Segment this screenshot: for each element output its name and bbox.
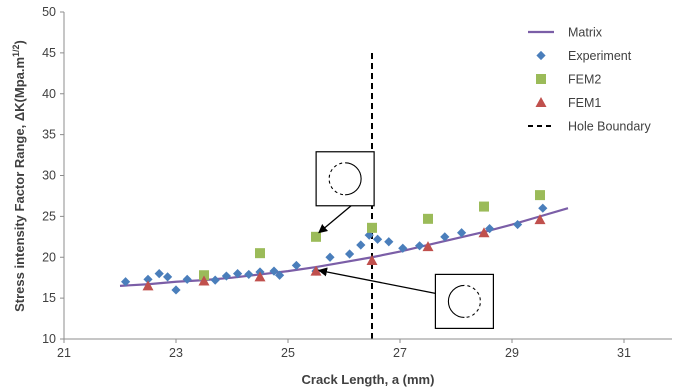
experiment-point xyxy=(356,240,366,250)
y-tick-label: 15 xyxy=(42,291,56,305)
experiment-point xyxy=(440,232,450,242)
legend-swatch xyxy=(535,97,547,107)
experiment-point xyxy=(513,219,523,230)
experiment-point xyxy=(121,277,131,287)
y-tick-label: 30 xyxy=(42,169,56,183)
experiment-point xyxy=(163,272,173,282)
x-tick-label: 29 xyxy=(505,346,519,360)
y-axis-title-main: Stress intensity Factor Range, ΔK(Mpa.m xyxy=(12,57,27,312)
legend-label: Hole Boundary xyxy=(568,120,651,134)
fem2-point xyxy=(367,222,377,233)
experiment-point xyxy=(269,266,279,276)
experiment-point xyxy=(275,270,285,280)
annotation-arrow xyxy=(318,205,352,234)
annotation-box xyxy=(434,273,494,329)
fem1-point xyxy=(422,241,434,252)
annotation-box xyxy=(315,151,375,207)
y-tick-label: 10 xyxy=(42,332,56,346)
y-axis-title-superscript: 1/2 xyxy=(11,44,21,57)
legend-label: FEM2 xyxy=(568,73,601,87)
dashed-arc-mask xyxy=(328,161,346,196)
fem2-point xyxy=(255,248,265,259)
experiment-point xyxy=(384,237,394,247)
fem1-point xyxy=(534,214,546,225)
legend: Matrix Experiment FEM2 FEM1 Hole Boundary xyxy=(528,26,651,134)
legend-entry: Hole Boundary xyxy=(528,120,651,134)
experiment-point xyxy=(325,252,335,262)
y-tick-label: 25 xyxy=(42,209,56,223)
x-tick-label: 21 xyxy=(57,346,71,360)
legend-entry: Experiment xyxy=(536,49,632,63)
fem1-point xyxy=(198,275,210,286)
experiment-point xyxy=(398,243,408,253)
annotation-inset xyxy=(315,151,375,234)
x-tick-label: 27 xyxy=(393,346,407,360)
experiment-point xyxy=(415,241,425,251)
experiment-point xyxy=(538,203,548,213)
experiment-point xyxy=(210,275,220,285)
fem2-point xyxy=(199,270,209,281)
plot-area xyxy=(119,52,569,339)
tick-labels: 10 15 20 25 30 35 40 45 50 21 23 25 27 29 31 xyxy=(42,5,631,360)
experiment-point xyxy=(364,230,374,240)
fem2-point xyxy=(423,213,433,224)
experiment-point xyxy=(182,274,192,284)
y-axis-title-close: ) xyxy=(12,40,27,44)
x-tick-label: 23 xyxy=(169,346,183,360)
dashed-arc-mask xyxy=(464,284,482,319)
legend-entry: FEM2 xyxy=(536,73,601,87)
y-tick-label: 50 xyxy=(42,5,56,19)
legend-swatch xyxy=(536,50,546,61)
experiment-point xyxy=(244,269,254,280)
fem1-point xyxy=(366,255,378,266)
y-tick-label: 35 xyxy=(42,128,56,142)
x-tick-label: 31 xyxy=(617,346,631,360)
experiment-point xyxy=(233,269,243,279)
x-tick-label: 25 xyxy=(281,346,295,360)
legend-swatch xyxy=(536,74,546,84)
legend-label: FEM1 xyxy=(568,96,601,110)
fem2-point xyxy=(311,231,321,242)
annotation-inset xyxy=(317,267,494,329)
experiment-point xyxy=(457,228,467,238)
fem1-point xyxy=(478,227,490,238)
experiment-point xyxy=(291,260,301,271)
y-tick-label: 45 xyxy=(42,46,56,60)
experiment-point xyxy=(373,234,383,244)
fem2-point xyxy=(535,190,545,201)
fem2-point xyxy=(479,201,489,212)
y-tick-label: 40 xyxy=(42,87,56,101)
experiment-point xyxy=(345,249,355,259)
legend-entry: Matrix xyxy=(528,26,603,40)
x-axis-title: Crack Length, a (mm) xyxy=(302,372,435,387)
y-tick-label: 20 xyxy=(42,250,56,264)
legend-entry: FEM1 xyxy=(535,96,601,110)
experiment-point xyxy=(143,274,153,284)
fem1-point xyxy=(142,280,154,291)
experiment-point xyxy=(154,269,164,279)
fem1-point xyxy=(254,271,266,282)
legend-label: Matrix xyxy=(568,26,603,40)
annotation-arrow xyxy=(317,267,436,295)
experiment-point xyxy=(221,271,231,281)
legend-label: Experiment xyxy=(568,49,632,63)
experiment-point xyxy=(171,285,181,295)
y-axis-title: Stress intensity Factor Range, ΔK(Mpa.m1… xyxy=(11,40,27,312)
experiment-point xyxy=(485,224,495,234)
